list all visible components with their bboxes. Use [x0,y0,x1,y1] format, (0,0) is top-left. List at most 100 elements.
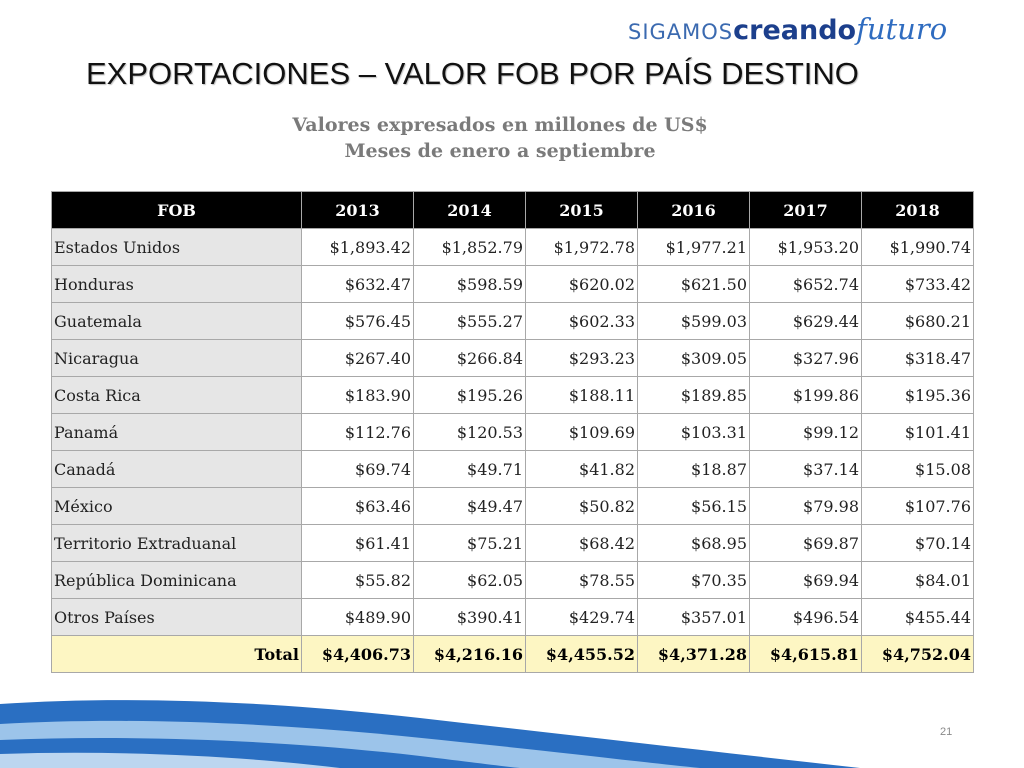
value-cell: $1,852.79 [413,228,526,266]
total-cell: $4,615.81 [749,635,862,673]
country-cell: República Dominicana [51,561,302,599]
value-cell: $327.96 [749,339,862,377]
country-cell: Nicaragua [51,339,302,377]
value-cell: $69.94 [749,561,862,599]
value-cell: $390.41 [413,598,526,636]
value-cell: $1,953.20 [749,228,862,266]
total-cell: $4,752.04 [861,635,974,673]
value-cell: $103.31 [637,413,750,451]
value-cell: $629.44 [749,302,862,340]
value-cell: $195.26 [413,376,526,414]
value-cell: $632.47 [301,265,414,303]
header-2018: 2018 [861,191,974,229]
value-cell: $188.11 [525,376,638,414]
value-cell: $733.42 [861,265,974,303]
table-row: Estados Unidos $1,893.42 $1,852.79 $1,972.7… [51,228,974,266]
value-cell: $199.86 [749,376,862,414]
value-cell: $318.47 [861,339,974,377]
country-cell: Estados Unidos [51,228,302,266]
value-cell: $15.08 [861,450,974,488]
country-cell: Canadá [51,450,302,488]
value-cell: $1,972.78 [525,228,638,266]
value-cell: $680.21 [861,302,974,340]
table-row: Territorio Extraduanal $61.41 $75.21 $68.42… [51,524,974,562]
value-cell: $101.41 [861,413,974,451]
table-row: México $63.46 $49.47 $50.82 $56.15 $79.98 $107… [51,487,974,525]
table-row: República Dominicana $55.82 $62.05 $78.55 $7… [51,561,974,599]
value-cell: $183.90 [301,376,414,414]
value-cell: $621.50 [637,265,750,303]
total-label: Total [51,635,302,673]
header-2014: 2014 [413,191,526,229]
value-cell: $1,990.74 [861,228,974,266]
country-cell: Panamá [51,413,302,451]
value-cell: $189.85 [637,376,750,414]
value-cell: $56.15 [637,487,750,525]
subtitle-line-2: Meses de enero a septiembre [344,140,656,162]
value-cell: $84.01 [861,561,974,599]
value-cell: $41.82 [525,450,638,488]
value-cell: $50.82 [525,487,638,525]
value-cell: $429.74 [525,598,638,636]
country-cell: Honduras [51,265,302,303]
value-cell: $62.05 [413,561,526,599]
page-number: 21 [940,726,953,738]
value-cell: $195.36 [861,376,974,414]
table-header-row: FOB 2013 2014 2015 2016 2017 2018 [51,191,974,229]
value-cell: $1,893.42 [301,228,414,266]
value-cell: $61.41 [301,524,414,562]
value-cell: $63.46 [301,487,414,525]
logo-part-1: SIGAMOS [628,20,734,44]
value-cell: $309.05 [637,339,750,377]
total-cell: $4,455.52 [525,635,638,673]
table-row: Guatemala $576.45 $555.27 $602.33 $599.03 $62… [51,302,974,340]
header-2015: 2015 [525,191,638,229]
value-cell: $455.44 [861,598,974,636]
fob-table: FOB 2013 2014 2015 2016 2017 2018 Estado… [51,191,974,673]
country-cell: Guatemala [51,302,302,340]
value-cell: $75.21 [413,524,526,562]
header-fob: FOB [51,191,302,229]
logo: SIGAMOS creando futuro [628,12,947,56]
country-cell: Costa Rica [51,376,302,414]
country-cell: Territorio Extraduanal [51,524,302,562]
value-cell: $109.69 [525,413,638,451]
value-cell: $69.74 [301,450,414,488]
table-row: Nicaragua $267.40 $266.84 $293.23 $309.05 $32… [51,339,974,377]
subtitle-line-1: Valores expresados en millones de US$ [292,114,708,136]
value-cell: $120.53 [413,413,526,451]
value-cell: $99.12 [749,413,862,451]
value-cell: $78.55 [525,561,638,599]
total-cell: $4,406.73 [301,635,414,673]
header-2016: 2016 [637,191,750,229]
value-cell: $599.03 [637,302,750,340]
table-row: Panamá $112.76 $120.53 $109.69 $103.31 $99.12… [51,413,974,451]
value-cell: $598.59 [413,265,526,303]
logo-part-2: creando [733,15,857,46]
value-cell: $293.23 [525,339,638,377]
header-2017: 2017 [749,191,862,229]
value-cell: $652.74 [749,265,862,303]
value-cell: $107.76 [861,487,974,525]
decorative-wave [0,700,860,768]
value-cell: $620.02 [525,265,638,303]
value-cell: $18.87 [637,450,750,488]
value-cell: $555.27 [413,302,526,340]
value-cell: $49.71 [413,450,526,488]
value-cell: $79.98 [749,487,862,525]
country-cell: Otros Países [51,598,302,636]
total-cell: $4,216.16 [413,635,526,673]
logo-part-3: futuro [856,12,948,46]
value-cell: $496.54 [749,598,862,636]
value-cell: $602.33 [525,302,638,340]
value-cell: $357.01 [637,598,750,636]
value-cell: $70.35 [637,561,750,599]
value-cell: $55.82 [301,561,414,599]
country-cell: México [51,487,302,525]
total-cell: $4,371.28 [637,635,750,673]
value-cell: $69.87 [749,524,862,562]
value-cell: $576.45 [301,302,414,340]
table-row: Canadá $69.74 $49.71 $41.82 $18.87 $37.14 $15.… [51,450,974,488]
value-cell: $266.84 [413,339,526,377]
value-cell: $112.76 [301,413,414,451]
